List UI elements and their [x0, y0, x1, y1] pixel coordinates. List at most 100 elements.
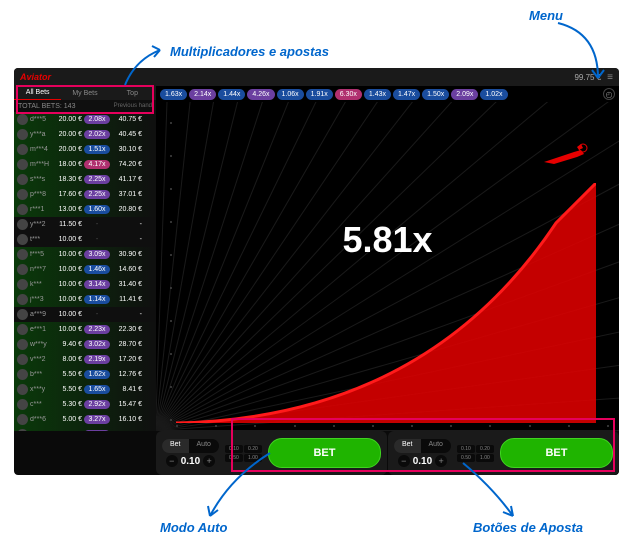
header: Aviator 99.75 € ≡	[14, 68, 619, 86]
mult-pill: 2.19x	[84, 355, 110, 364]
bet-amount: 5.30 €	[54, 401, 82, 408]
quick-btn[interactable]: 0.50	[225, 454, 243, 462]
avatar	[17, 219, 28, 230]
bet-row: w***y 9.40 € 3.02x 28.70 €	[14, 337, 156, 352]
x-axis-dots	[176, 425, 609, 427]
mult-pill: -	[84, 310, 110, 319]
avatar	[17, 324, 28, 335]
avatar	[17, 159, 28, 170]
increase-btn[interactable]: +	[203, 455, 215, 467]
annotation-multipliers: Multiplicadores e apostas	[170, 44, 329, 59]
bet-row: c*** 5.30 € 2.92x 15.47 €	[14, 397, 156, 412]
sidebar-tab[interactable]: All Bets	[14, 86, 61, 100]
player-name: v***2	[30, 356, 52, 363]
mult-chip[interactable]: 4.26x	[247, 89, 274, 100]
mult-chip[interactable]: 1.06x	[277, 89, 304, 100]
bet-row: a***9 10.00 € - -	[14, 307, 156, 322]
player-name: p***8	[30, 191, 52, 198]
mult-pill: 3.09x	[84, 250, 110, 259]
decrease-btn[interactable]: −	[398, 455, 410, 467]
sidebar-tab[interactable]: My Bets	[61, 86, 108, 100]
history-icon[interactable]: ◴	[603, 88, 615, 100]
avatar	[17, 339, 28, 350]
bet-amount: 20.00 €	[54, 131, 82, 138]
mult-chip[interactable]: 1.43x	[364, 89, 391, 100]
cashout-amount: 14.60 €	[112, 266, 142, 273]
bet-row: s***s 18.30 € 2.25x 41.17 €	[14, 172, 156, 187]
player-name: t***	[30, 236, 52, 243]
mult-pill: -	[84, 220, 110, 229]
quick-btn[interactable]: 1.00	[244, 454, 262, 462]
cashout-amount: 37.01 €	[112, 191, 142, 198]
cashout-amount: 15.47 €	[112, 401, 142, 408]
mult-pill: 3.02x	[84, 340, 110, 349]
quick-amounts: 0.10 0.20 0.50 1.00	[225, 445, 262, 462]
bet-amount: 10.00 €	[54, 326, 82, 333]
cashout-amount: 74.20 €	[112, 161, 142, 168]
mult-chip[interactable]: 1.63x	[160, 89, 187, 100]
mult-pill: 4.17x	[84, 160, 110, 169]
mult-chip[interactable]: 2.09x	[451, 89, 478, 100]
bet-row: d***6 5.00 € 3.27x 16.10 €	[14, 412, 156, 427]
quick-btn[interactable]: 0.20	[476, 445, 494, 453]
mult-chip[interactable]: 1.91x	[306, 89, 333, 100]
quick-btn[interactable]: 0.10	[225, 445, 243, 453]
annotation-menu: Menu	[529, 8, 563, 23]
player-name: d***5	[30, 116, 52, 123]
avatar	[17, 204, 28, 215]
mult-pill: 2.23x	[84, 325, 110, 334]
mult-chip[interactable]: 1.50x	[422, 89, 449, 100]
quick-btn[interactable]: 1.00	[476, 454, 494, 462]
avatar	[17, 399, 28, 410]
bet-amount: 8.00 €	[54, 356, 82, 363]
avatar	[17, 294, 28, 305]
bet-row: t*** 10.00 € - -	[14, 232, 156, 247]
plane-icon	[539, 142, 589, 172]
quick-btn[interactable]: 0.20	[244, 445, 262, 453]
mode-auto-btn[interactable]: Auto	[189, 439, 219, 453]
player-name: k***	[30, 281, 52, 288]
quick-btn[interactable]: 0.50	[457, 454, 475, 462]
avatar	[17, 114, 28, 125]
bet-panel: Bet Auto − 0.10 + 0.10 0.20 0.50 1.00 BE…	[388, 431, 619, 475]
mult-chip[interactable]: 1.47x	[393, 89, 420, 100]
player-name: s***s	[30, 176, 52, 183]
bet-button[interactable]: BET	[268, 438, 381, 468]
player-name: r***1	[30, 206, 52, 213]
mode-auto-btn[interactable]: Auto	[421, 439, 451, 453]
bet-mode-toggle: Bet Auto	[162, 439, 219, 453]
bet-amount: 5.50 €	[54, 386, 82, 393]
bet-amount-value: 0.10	[181, 456, 200, 467]
mult-pill: 2.02x	[84, 130, 110, 139]
bet-amount: 10.00 €	[54, 236, 82, 243]
mult-chip[interactable]: 1.02x	[480, 89, 507, 100]
mult-chip[interactable]: 1.44x	[218, 89, 245, 100]
bet-button[interactable]: BET	[500, 438, 613, 468]
bet-amount: 13.00 €	[54, 206, 82, 213]
mode-bet-btn[interactable]: Bet	[162, 439, 189, 453]
sidebar-tab[interactable]: Top	[109, 86, 156, 100]
mult-pill: 1.62x	[84, 370, 110, 379]
mult-chip[interactable]: 6.30x	[335, 89, 362, 100]
cashout-amount: 41.17 €	[112, 176, 142, 183]
bet-panels: Bet Auto − 0.10 + 0.10 0.20 0.50 1.00 BE…	[156, 431, 619, 475]
bet-row: k*** 10.00 € 3.14x 31.40 €	[14, 277, 156, 292]
player-name: m***H	[30, 161, 52, 168]
increase-btn[interactable]: +	[435, 455, 447, 467]
avatar	[17, 354, 28, 365]
menu-button[interactable]: ≡	[607, 72, 613, 83]
player-name: y***a	[30, 131, 52, 138]
player-name: x***y	[30, 386, 52, 393]
prev-hand[interactable]: Previous hand	[114, 103, 152, 109]
mult-chip[interactable]: 2.14x	[189, 89, 216, 100]
game-window: Aviator 99.75 € ≡ All BetsMy BetsTop TOT…	[14, 68, 619, 475]
decrease-btn[interactable]: −	[166, 455, 178, 467]
mode-bet-btn[interactable]: Bet	[394, 439, 421, 453]
bet-amount-value: 0.10	[413, 456, 432, 467]
avatar	[17, 189, 28, 200]
quick-btn[interactable]: 0.10	[457, 445, 475, 453]
bet-row: n***7 10.00 € 1.46x 14.60 €	[14, 262, 156, 277]
bet-amount: 5.50 €	[54, 371, 82, 378]
avatar	[17, 144, 28, 155]
mult-pill: 3.14x	[84, 280, 110, 289]
